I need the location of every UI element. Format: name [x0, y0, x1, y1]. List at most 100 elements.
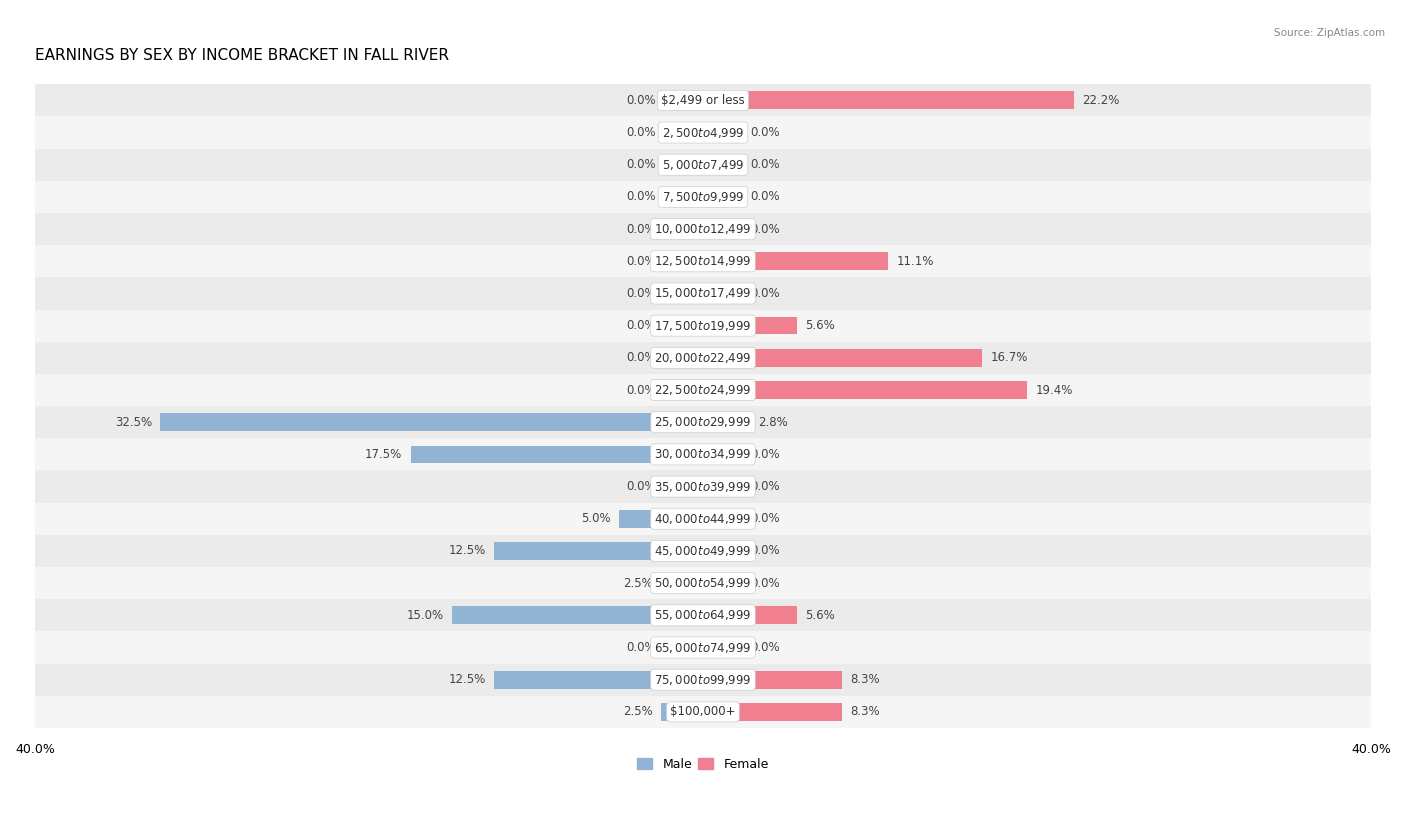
Text: 5.6%: 5.6% [804, 320, 835, 333]
Bar [703, 156, 745, 173]
Bar [703, 285, 745, 302]
Bar [495, 542, 703, 560]
Bar [35, 213, 1371, 246]
Text: 0.0%: 0.0% [627, 223, 657, 236]
Bar [35, 599, 1371, 632]
Bar [703, 413, 749, 431]
Text: 0.0%: 0.0% [749, 641, 779, 654]
Text: $50,000 to $54,999: $50,000 to $54,999 [654, 576, 752, 590]
Bar [661, 156, 703, 173]
Bar [661, 252, 703, 270]
Text: 19.4%: 19.4% [1035, 384, 1073, 397]
Bar [661, 703, 703, 721]
Bar [661, 285, 703, 302]
Text: $55,000 to $64,999: $55,000 to $64,999 [654, 608, 752, 622]
Bar [35, 406, 1371, 438]
Bar [703, 510, 745, 528]
Bar [35, 374, 1371, 406]
Text: $2,500 to $4,999: $2,500 to $4,999 [662, 125, 744, 140]
Text: 0.0%: 0.0% [627, 93, 657, 107]
Bar [661, 574, 703, 592]
Text: 0.0%: 0.0% [749, 126, 779, 139]
Text: $100,000+: $100,000+ [671, 706, 735, 719]
Text: $15,000 to $17,499: $15,000 to $17,499 [654, 286, 752, 301]
Bar [661, 478, 703, 495]
Bar [661, 381, 703, 399]
Text: 0.0%: 0.0% [627, 287, 657, 300]
Text: $25,000 to $29,999: $25,000 to $29,999 [654, 415, 752, 429]
Bar [35, 663, 1371, 696]
Text: EARNINGS BY SEX BY INCOME BRACKET IN FALL RIVER: EARNINGS BY SEX BY INCOME BRACKET IN FAL… [35, 47, 449, 63]
Bar [703, 671, 842, 689]
Text: 0.0%: 0.0% [627, 320, 657, 333]
Text: 0.0%: 0.0% [749, 480, 779, 493]
Text: 12.5%: 12.5% [449, 673, 486, 686]
Bar [620, 510, 703, 528]
Bar [661, 188, 703, 206]
Bar [35, 85, 1371, 116]
Bar [703, 124, 745, 141]
Text: $45,000 to $49,999: $45,000 to $49,999 [654, 544, 752, 558]
Bar [703, 381, 1026, 399]
Text: 0.0%: 0.0% [749, 448, 779, 461]
Bar [661, 124, 703, 141]
Text: $7,500 to $9,999: $7,500 to $9,999 [662, 190, 744, 204]
Text: 5.0%: 5.0% [582, 512, 612, 525]
Text: 0.0%: 0.0% [627, 384, 657, 397]
Bar [703, 478, 745, 495]
Text: 32.5%: 32.5% [115, 415, 152, 428]
Bar [35, 180, 1371, 213]
Text: 0.0%: 0.0% [627, 254, 657, 267]
Text: 0.0%: 0.0% [627, 351, 657, 364]
Text: 0.0%: 0.0% [749, 576, 779, 589]
Bar [35, 341, 1371, 374]
Legend: Male, Female: Male, Female [633, 753, 773, 776]
Bar [703, 220, 745, 238]
Text: 0.0%: 0.0% [749, 545, 779, 558]
Bar [411, 446, 703, 463]
Text: $40,000 to $44,999: $40,000 to $44,999 [654, 511, 752, 526]
Text: 0.0%: 0.0% [627, 480, 657, 493]
Text: 11.1%: 11.1% [897, 254, 934, 267]
Text: $10,000 to $12,499: $10,000 to $12,499 [654, 222, 752, 236]
Bar [661, 92, 703, 109]
Text: 16.7%: 16.7% [990, 351, 1028, 364]
Text: 2.5%: 2.5% [623, 576, 652, 589]
Bar [703, 542, 745, 560]
Bar [35, 116, 1371, 149]
Text: $65,000 to $74,999: $65,000 to $74,999 [654, 641, 752, 654]
Bar [661, 220, 703, 238]
Bar [703, 349, 981, 367]
Bar [703, 252, 889, 270]
Bar [661, 349, 703, 367]
Bar [35, 246, 1371, 277]
Text: 15.0%: 15.0% [406, 609, 444, 622]
Bar [703, 606, 797, 624]
Bar [35, 502, 1371, 535]
Text: 0.0%: 0.0% [749, 223, 779, 236]
Bar [703, 639, 745, 656]
Bar [661, 639, 703, 656]
Bar [35, 632, 1371, 663]
Text: 8.3%: 8.3% [851, 706, 880, 719]
Bar [703, 317, 797, 334]
Text: 0.0%: 0.0% [627, 641, 657, 654]
Text: 0.0%: 0.0% [627, 159, 657, 172]
Text: $12,500 to $14,999: $12,500 to $14,999 [654, 254, 752, 268]
Text: $35,000 to $39,999: $35,000 to $39,999 [654, 480, 752, 493]
Text: $20,000 to $22,499: $20,000 to $22,499 [654, 351, 752, 365]
Text: 0.0%: 0.0% [627, 190, 657, 203]
Text: Source: ZipAtlas.com: Source: ZipAtlas.com [1274, 28, 1385, 38]
Bar [703, 188, 745, 206]
Bar [35, 310, 1371, 341]
Bar [35, 438, 1371, 471]
Bar [35, 149, 1371, 180]
Bar [453, 606, 703, 624]
Text: 17.5%: 17.5% [366, 448, 402, 461]
Bar [35, 277, 1371, 310]
Text: 0.0%: 0.0% [749, 159, 779, 172]
Text: 0.0%: 0.0% [749, 190, 779, 203]
Text: $5,000 to $7,499: $5,000 to $7,499 [662, 158, 744, 172]
Bar [495, 671, 703, 689]
Text: $17,500 to $19,999: $17,500 to $19,999 [654, 319, 752, 333]
